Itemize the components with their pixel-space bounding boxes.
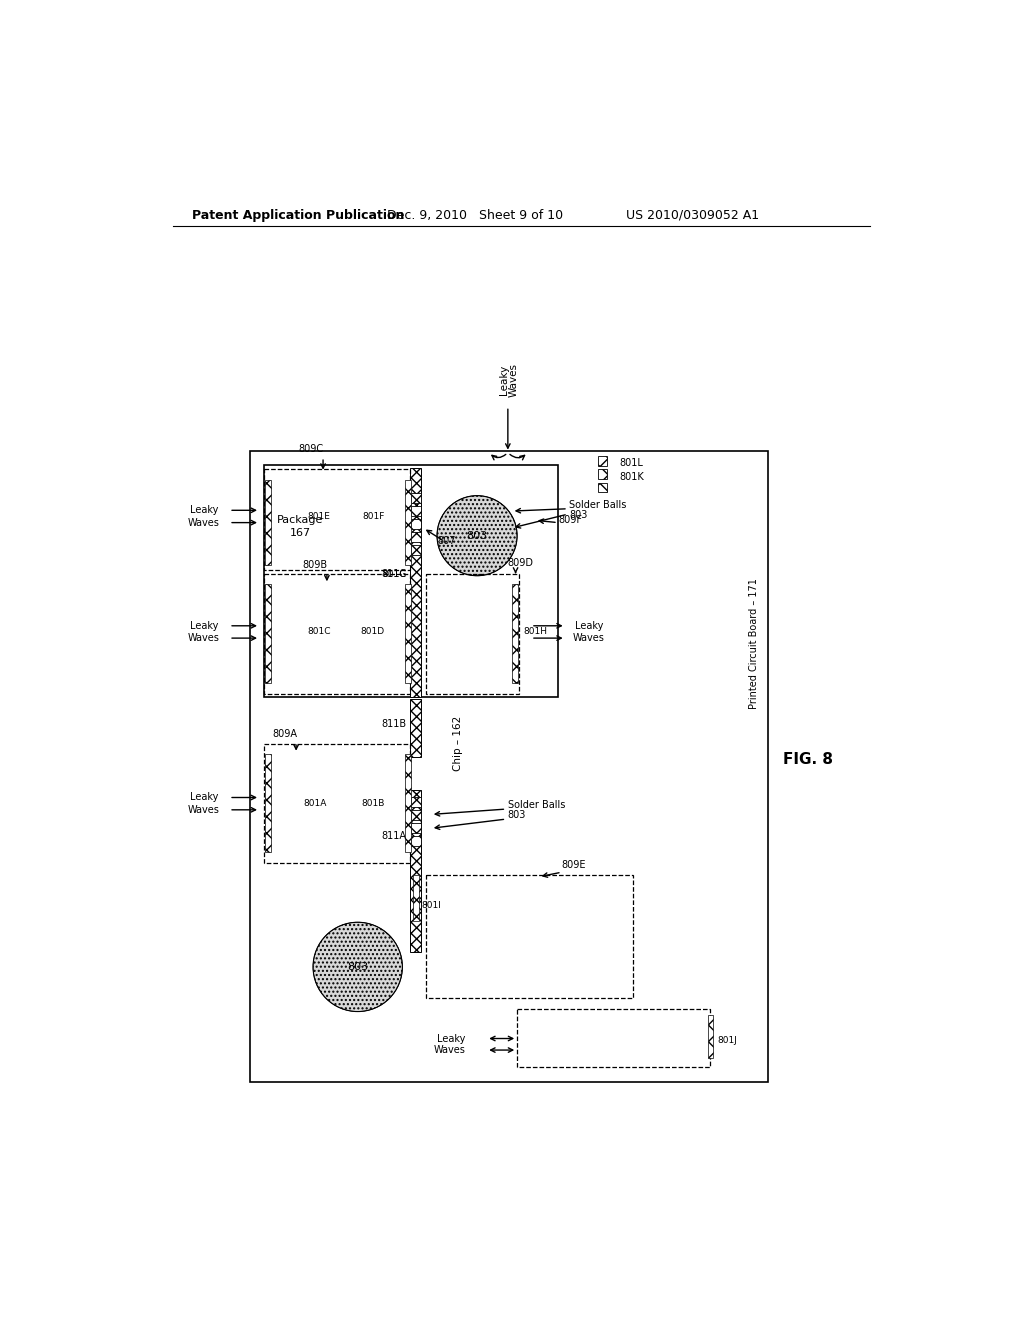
Bar: [411, 532, 421, 541]
Text: 809B: 809B: [303, 560, 328, 570]
Bar: [264, 574, 410, 693]
Bar: [411, 797, 421, 807]
Bar: [411, 545, 421, 554]
Text: 801I: 801I: [422, 900, 441, 909]
Text: 801F: 801F: [362, 512, 385, 521]
Circle shape: [437, 496, 517, 576]
Text: 809A: 809A: [272, 730, 297, 739]
Text: Waves: Waves: [572, 634, 604, 643]
Text: Chip – 162: Chip – 162: [453, 715, 463, 771]
Text: 801J: 801J: [717, 1036, 737, 1044]
Text: FIG. 8: FIG. 8: [783, 751, 834, 767]
Text: Solder Balls: Solder Balls: [569, 500, 627, 510]
Bar: [406, 480, 411, 565]
Bar: [708, 1015, 714, 1057]
Text: 801B: 801B: [361, 799, 385, 808]
Bar: [265, 754, 270, 853]
Bar: [598, 457, 607, 466]
Bar: [265, 585, 270, 682]
Text: 801K: 801K: [620, 473, 644, 482]
Text: US 2010/0309052 A1: US 2010/0309052 A1: [626, 209, 759, 222]
Text: 803: 803: [347, 962, 369, 972]
Bar: [517, 1010, 710, 1067]
Bar: [250, 451, 768, 1082]
Bar: [411, 506, 421, 516]
Text: 801E: 801E: [307, 512, 331, 521]
Bar: [410, 789, 421, 952]
Text: Leaky: Leaky: [189, 792, 218, 803]
Text: 801A: 801A: [304, 799, 328, 808]
Bar: [411, 836, 421, 846]
Bar: [264, 743, 410, 863]
Bar: [598, 470, 607, 479]
Text: 809F: 809F: [558, 515, 582, 525]
Bar: [411, 492, 421, 503]
Text: 801C: 801C: [307, 627, 331, 636]
Bar: [410, 469, 421, 697]
Text: Leaky: Leaky: [437, 1034, 466, 1044]
Text: 803: 803: [569, 510, 588, 520]
Bar: [512, 585, 518, 682]
Text: Leaky: Leaky: [189, 620, 218, 631]
Bar: [426, 574, 518, 693]
Text: 167: 167: [290, 528, 310, 537]
Text: 807: 807: [437, 536, 456, 546]
Circle shape: [313, 923, 402, 1011]
Text: 801G: 801G: [382, 570, 407, 578]
Text: Waves: Waves: [187, 517, 219, 528]
Bar: [413, 874, 419, 921]
Text: 809E: 809E: [562, 861, 587, 870]
Text: 801L: 801L: [620, 458, 643, 467]
Text: Printed Circuit Board – 171: Printed Circuit Board – 171: [750, 578, 759, 709]
Bar: [598, 483, 607, 492]
Text: 801H: 801H: [523, 627, 547, 636]
Text: Solder Balls: Solder Balls: [508, 800, 565, 810]
Bar: [410, 700, 421, 756]
Bar: [406, 754, 411, 853]
Bar: [265, 480, 270, 565]
Text: 801D: 801D: [360, 627, 385, 636]
Text: 811A: 811A: [381, 832, 407, 841]
Text: 803: 803: [508, 810, 526, 820]
Text: Leaky: Leaky: [574, 620, 603, 631]
Text: Leaky: Leaky: [189, 506, 218, 515]
Text: Dec. 9, 2010   Sheet 9 of 10: Dec. 9, 2010 Sheet 9 of 10: [387, 209, 563, 222]
Bar: [264, 465, 558, 697]
Bar: [264, 469, 410, 570]
Bar: [426, 874, 633, 998]
Text: Waves: Waves: [433, 1045, 466, 1055]
Text: Patent Application Publication: Patent Application Publication: [193, 209, 404, 222]
Text: 811B: 811B: [381, 719, 407, 730]
Bar: [406, 585, 411, 682]
Bar: [411, 810, 421, 820]
Text: 809C: 809C: [298, 445, 324, 454]
Text: Waves: Waves: [187, 805, 219, 814]
Text: Package: Package: [276, 515, 324, 525]
Bar: [411, 519, 421, 529]
Text: 811C: 811C: [381, 569, 407, 579]
Text: 809D: 809D: [508, 557, 534, 568]
Text: 803: 803: [467, 531, 487, 541]
Text: Waves: Waves: [187, 634, 219, 643]
Text: Waves: Waves: [509, 363, 519, 397]
Text: Leaky: Leaky: [499, 366, 509, 395]
Bar: [411, 822, 421, 833]
